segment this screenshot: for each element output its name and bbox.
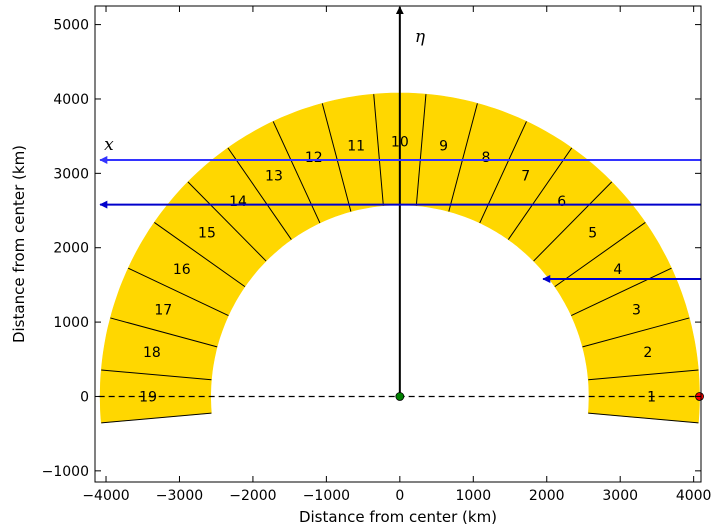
segment-boundary: [101, 412, 212, 424]
y-tick-label: 3000: [53, 166, 89, 182]
y-tick-label: 1000: [53, 315, 89, 331]
segment-boundary: [272, 121, 321, 224]
segment-boundary: [154, 222, 246, 288]
x-tick-label: −4000: [82, 488, 129, 504]
segment-boundary: [128, 267, 229, 316]
x-tick-label: −3000: [156, 488, 203, 504]
segment-label: 14: [229, 194, 247, 210]
segment-label: 17: [154, 302, 172, 318]
y-tick-label: 4000: [53, 92, 89, 108]
marker-point: [395, 392, 405, 401]
y-tick-label: 0: [80, 389, 89, 405]
x-axis-title: Distance from center (km): [299, 508, 497, 526]
y-tick-label: 2000: [53, 241, 89, 257]
x-tick-label: 4000: [676, 488, 712, 504]
y-tick-label: 5000: [53, 18, 89, 34]
segment-label: 7: [521, 169, 530, 185]
segment-label: 8: [481, 150, 490, 166]
ray-label: x: [104, 135, 114, 155]
x-tick-label: −1000: [303, 488, 350, 504]
segment-boundary: [588, 412, 699, 424]
segment-boundary: [588, 369, 699, 381]
plot-content: 12345678910111213141516171819: [98, 6, 701, 424]
x-tick-label: 0: [395, 488, 404, 504]
segment-label: 1: [647, 389, 656, 405]
segment-label: 11: [347, 138, 365, 154]
segment-boundary: [582, 317, 690, 348]
y-axis-title: Distance from center (km): [10, 145, 28, 343]
segment-label: 5: [588, 226, 597, 242]
segment-label: 3: [632, 302, 641, 318]
plot-frame: [94, 5, 702, 483]
segment-label: 13: [265, 169, 283, 185]
segment-boundary: [187, 181, 267, 262]
segment-label: 19: [139, 389, 157, 405]
segment-boundary: [321, 103, 352, 212]
segment-boundary: [448, 103, 478, 212]
segment-boundary: [415, 94, 427, 206]
x-tick-label: −2000: [229, 488, 276, 504]
x-tick-label: 1000: [455, 488, 491, 504]
segment-boundary: [373, 94, 384, 206]
segment-boundary: [507, 147, 573, 240]
segment-label: 6: [557, 194, 566, 210]
segment-label: 2: [643, 345, 652, 361]
eta-label: η: [415, 27, 426, 47]
y-tick-label: −1000: [42, 464, 89, 480]
segment-label: 18: [143, 345, 161, 361]
segment-label: 9: [439, 138, 448, 154]
segment-boundary: [110, 317, 218, 348]
x-tick-label: 2000: [529, 488, 565, 504]
segment-label: 16: [173, 262, 191, 278]
segment-label: 4: [613, 262, 622, 278]
segment-boundary: [554, 222, 646, 288]
segment-boundary: [101, 369, 212, 381]
segment-label: 12: [305, 150, 323, 166]
x-tick-label: 3000: [602, 488, 638, 504]
segment-boundary: [479, 121, 527, 224]
segment-boundary: [227, 147, 292, 240]
segment-boundary: [533, 181, 613, 262]
segment-boundary: [571, 267, 672, 316]
segment-label: 15: [198, 226, 216, 242]
